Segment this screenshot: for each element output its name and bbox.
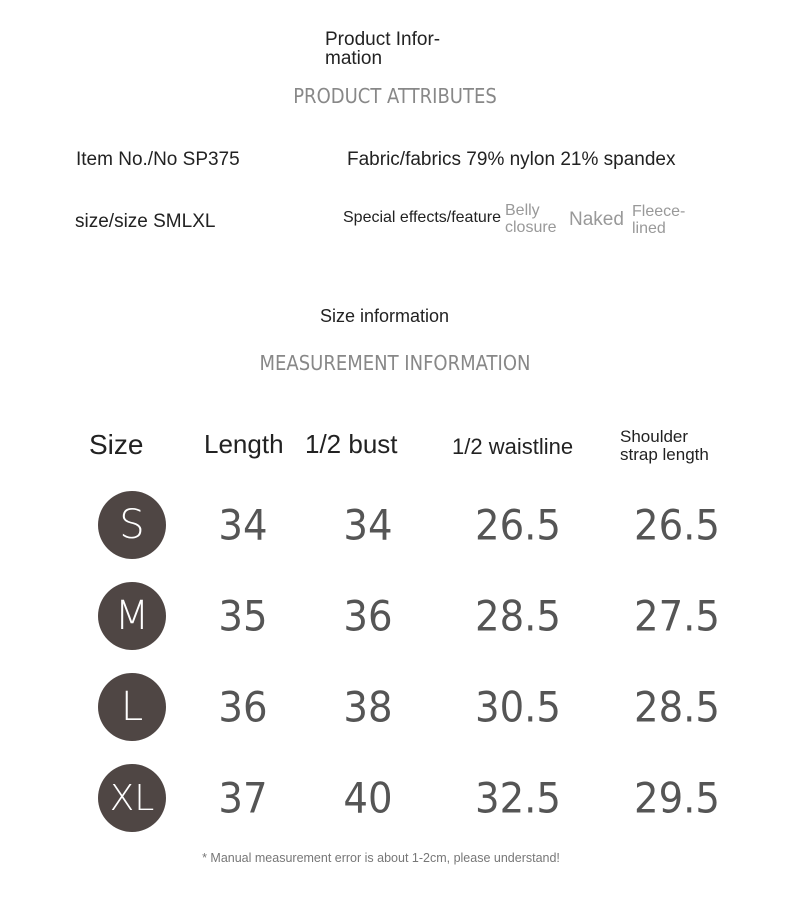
special-features-label: Special effects/feature: [343, 209, 502, 226]
header-bust: 1/2 bust: [305, 429, 398, 459]
header-size: Size: [89, 429, 144, 460]
product-attributes-heading: PRODUCT ATTRIBUTES: [293, 84, 497, 108]
title-line: mation: [325, 48, 383, 69]
header-text: Shoulder: [620, 427, 689, 446]
size-info-title: Size information: [320, 306, 450, 326]
fabric: Fabric/fabrics 79% nylon 21% spandex: [347, 149, 676, 170]
cell-waist: 26.5: [474, 500, 562, 550]
cell-length: 35: [218, 591, 268, 641]
measurement-note: * Manual measurement error is about 1-2c…: [202, 851, 560, 865]
measurement-heading: MEASUREMENT INFORMATION: [259, 351, 531, 375]
size-badge: S: [98, 491, 166, 559]
size-badge: L: [98, 673, 166, 741]
product-info-title: Product Infor- mation: [325, 30, 440, 68]
feature-text: closure: [505, 219, 557, 236]
header-waistline: 1/2 waistline: [452, 434, 574, 459]
size-badge: M: [98, 582, 166, 650]
header-length: Length: [204, 429, 284, 459]
item-number: Item No./No SP375: [76, 149, 240, 170]
cell-shoulder: 27.5: [633, 591, 721, 641]
size-range: size/size SMLXL: [75, 211, 216, 232]
cell-bust: 34: [343, 500, 393, 550]
cell-bust: 38: [343, 682, 393, 732]
cell-shoulder: 28.5: [633, 682, 721, 732]
feature-fleece-lined: Fleece- lined: [632, 203, 685, 237]
feature-text: Fleece-: [632, 203, 686, 220]
size-badge: XL: [98, 764, 166, 832]
header-text: strap length: [620, 445, 709, 464]
feature-text: lined: [632, 220, 666, 237]
cell-bust: 40: [343, 773, 393, 823]
feature-text: Belly: [505, 202, 540, 219]
title-line: Product Infor-: [325, 29, 441, 50]
cell-shoulder: 29.5: [633, 773, 721, 823]
cell-length: 36: [218, 682, 268, 732]
cell-length: 37: [218, 773, 268, 823]
cell-waist: 32.5: [474, 773, 562, 823]
cell-waist: 30.5: [474, 682, 562, 732]
header-shoulder-strap: Shoulder strap length: [620, 428, 709, 464]
cell-waist: 28.5: [474, 591, 562, 641]
cell-shoulder: 26.5: [633, 500, 721, 550]
cell-length: 34: [218, 500, 268, 550]
feature-belly-closure: Belly closure: [505, 202, 557, 236]
feature-naked: Naked: [569, 209, 624, 230]
cell-bust: 36: [343, 591, 393, 641]
